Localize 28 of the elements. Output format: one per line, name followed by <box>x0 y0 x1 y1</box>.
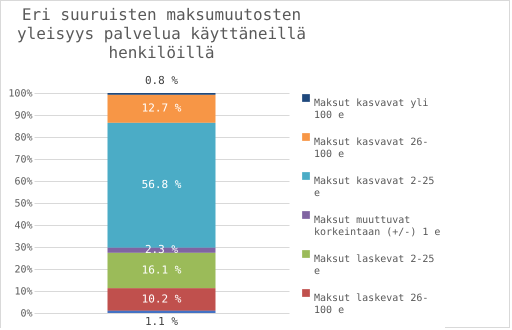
data-label: 56.8 % <box>142 178 182 192</box>
data-label: 1.1 % <box>144 315 178 328</box>
y-tick-label: 80% <box>14 132 32 144</box>
y-tick-label: 70% <box>14 154 32 166</box>
data-label: 16.1 % <box>142 263 182 276</box>
legend-label: Maksut laskevat 26-100 e <box>314 293 428 316</box>
data-label: 10.2 % <box>142 292 182 306</box>
bar <box>108 288 216 311</box>
legend-label: Maksut muuttuvat korkeintaan (+/-) 1 e <box>314 215 440 238</box>
y-tick-label: 20% <box>14 264 32 276</box>
bar <box>108 94 216 123</box>
y-tick-label: 90% <box>14 110 32 122</box>
chart-title: Eri suuruisten maksumuutosten yleisyys palvelua käyttäneillä henkilöillä <box>17 5 306 62</box>
legend-label: Maksut laskevat 2-25 e <box>314 254 434 277</box>
y-tick-label: 10% <box>14 286 32 298</box>
data-label: 12.7 % <box>142 102 182 115</box>
bar <box>108 252 216 288</box>
y-tick-label: 30% <box>14 242 32 254</box>
y-tick-label: 40% <box>14 220 32 232</box>
y-tick-label: 0% <box>20 308 32 320</box>
y-tick-label: 100% <box>8 88 32 100</box>
y-tick-label: 60% <box>14 176 32 188</box>
data-label: 2.3 % <box>144 243 178 256</box>
legend-label: Maksut kasvavat yli 100 e <box>314 98 428 121</box>
data-label: 0.8 % <box>144 74 178 87</box>
legend-label: Maksut kasvavat 26-100 e <box>314 137 428 160</box>
legend-label: Maksut kasvavat 2-25 e <box>314 176 434 199</box>
y-tick-label: 50% <box>14 198 32 210</box>
